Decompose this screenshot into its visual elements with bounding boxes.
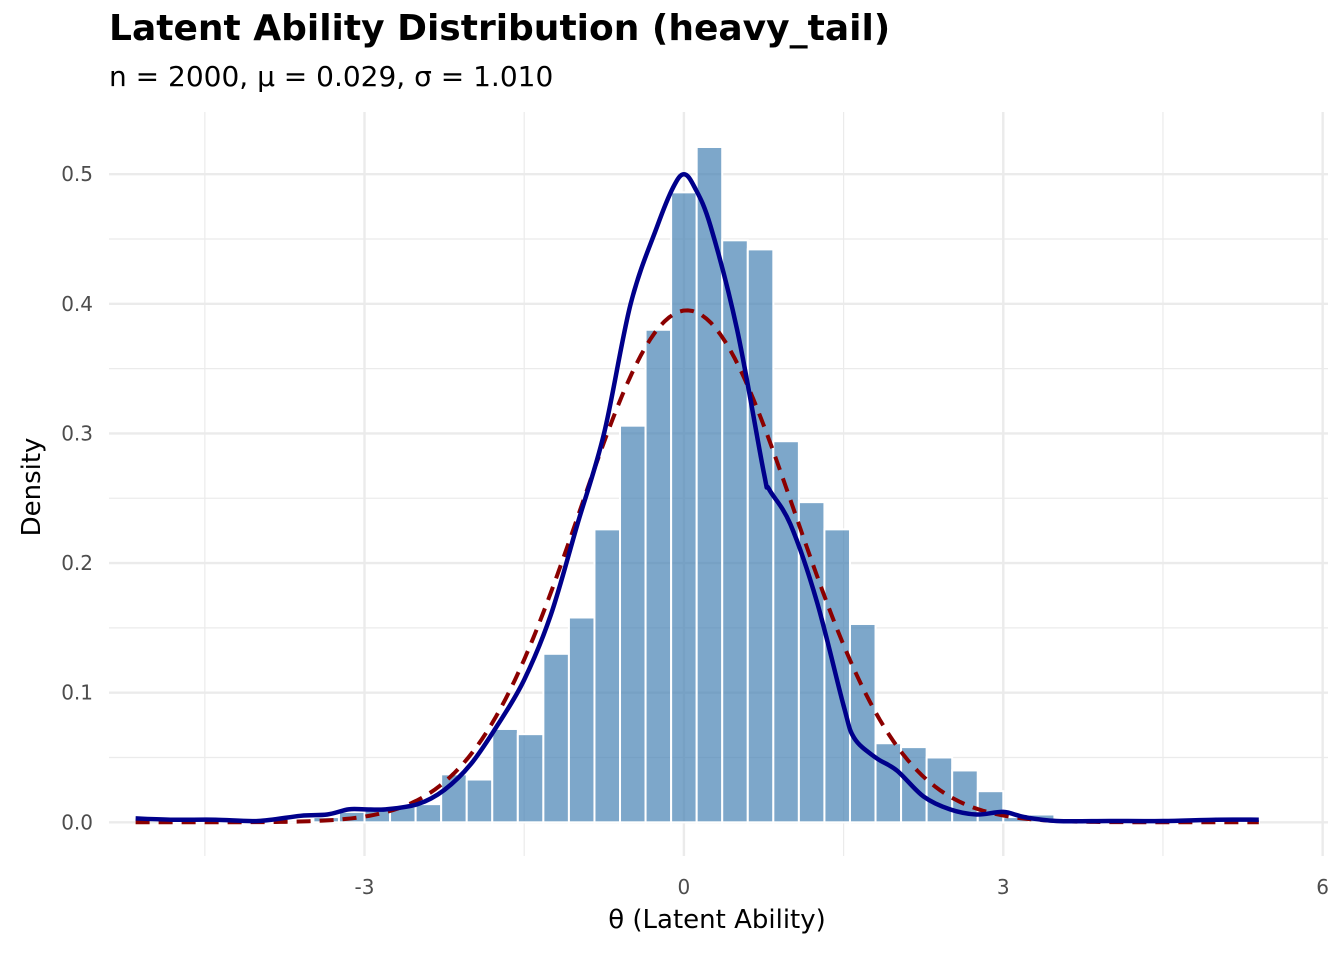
histogram-bar [874, 742, 903, 824]
histogram-bar [542, 652, 570, 824]
chart-subtitle: n = 2000, μ = 0.029, σ = 1.010 [109, 60, 554, 93]
histogram-bar [619, 424, 647, 824]
histogram-bar [976, 790, 1005, 824]
kernel-density-curve [135, 171, 1259, 824]
histogram-bar [823, 528, 851, 824]
x-tick-label: -3 [355, 875, 375, 899]
y-tick-label: 0.4 [61, 292, 93, 316]
histogram-bar [516, 733, 545, 824]
y-axis-ticks: 0.0 0.1 0.2 0.3 0.4 0.5 [61, 162, 93, 834]
y-tick-label: 0.3 [61, 421, 93, 445]
x-axis-title: θ (Latent Ability) [608, 905, 826, 935]
histogram-bar [414, 803, 443, 824]
histogram-bar [848, 622, 877, 824]
y-tick-label: 0.5 [61, 162, 93, 186]
histogram-bar [670, 191, 698, 824]
histogram-bar [644, 328, 673, 824]
histogram-bar [567, 616, 596, 824]
x-tick-label: 6 [1316, 875, 1329, 899]
x-tick-label: 3 [997, 875, 1010, 899]
x-tick-label: 0 [678, 875, 691, 899]
chart-title: Latent Ability Distribution (heavy_tail) [109, 8, 891, 49]
histogram-bar [465, 778, 494, 824]
histogram-bar [491, 727, 519, 824]
histogram-bar [593, 528, 622, 824]
histogram-bars [159, 145, 1260, 824]
x-axis-ticks: -3 0 3 6 [355, 875, 1330, 899]
y-tick-label: 0.0 [61, 810, 93, 834]
y-axis-title: Density [17, 438, 47, 537]
histogram-bar [746, 248, 775, 824]
y-tick-label: 0.2 [61, 551, 93, 575]
y-tick-label: 0.1 [61, 681, 93, 705]
